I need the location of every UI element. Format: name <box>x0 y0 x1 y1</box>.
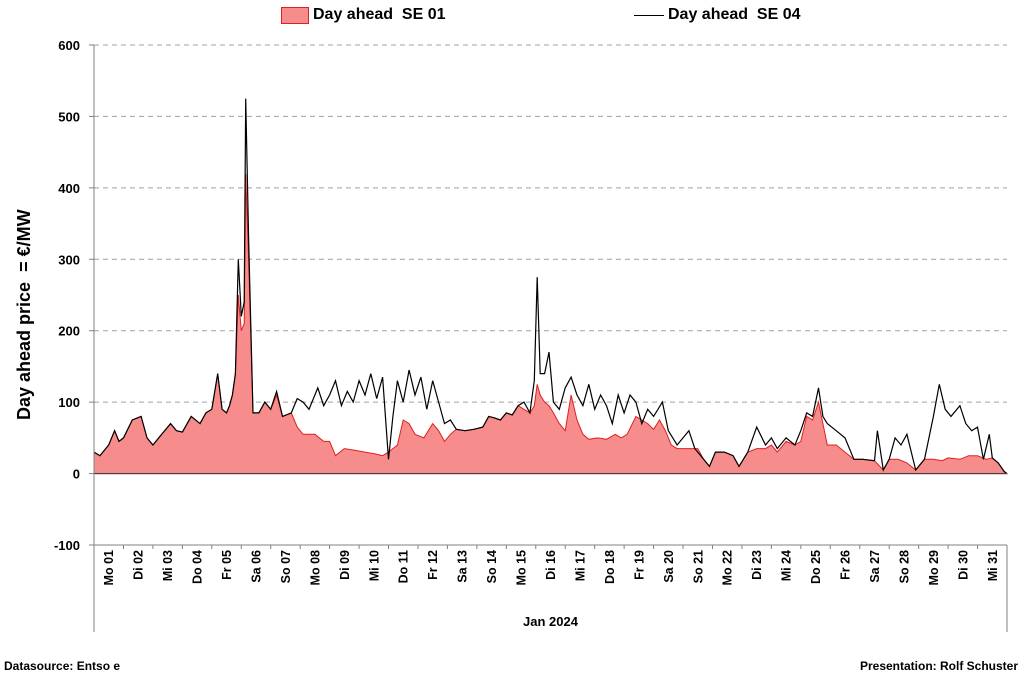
legend: Day ahead SE 01 Day ahead SE 04 <box>0 6 1024 30</box>
x-tick-label: Fr 05 <box>220 550 234 580</box>
x-tick-label: Di 16 <box>544 550 558 580</box>
x-tick-label: So 28 <box>897 550 911 583</box>
x-tick-label: Sa 13 <box>456 550 470 583</box>
x-tick-label: Do 25 <box>809 550 823 584</box>
axes <box>93 45 1008 632</box>
legend-swatch-line <box>634 14 664 16</box>
x-tick-label: Mi 03 <box>161 550 175 581</box>
x-tick-label: Di 30 <box>956 550 970 580</box>
x-tick-label: So 07 <box>279 550 293 583</box>
x-tick-label: Sa 06 <box>249 550 263 583</box>
x-tick-labels: Mo 01 Di 02 Mi 03 Do 04 Fr 05 Sa 06 So 07 Mo 08… <box>93 545 1000 585</box>
legend-label-se04: Day ahead SE 04 <box>668 6 801 23</box>
footer-presentation: Presentation: Rolf Schuster <box>859 659 1018 673</box>
x-tick-label: Mo 08 <box>308 550 322 585</box>
x-tick-label: Do 04 <box>191 550 205 584</box>
x-tick-label: Mi 24 <box>780 550 794 581</box>
legend-swatch-area <box>281 6 309 24</box>
x-tick-label: So 14 <box>485 550 499 583</box>
x-tick-label: Do 18 <box>603 550 617 584</box>
series-se01-area <box>93 173 1008 475</box>
y-tick-label: 200 <box>58 324 80 339</box>
footer-datasource: Datasource: Entso e <box>4 659 121 673</box>
x-tick-label: Sa 20 <box>662 550 676 583</box>
legend-label-se01: Day ahead SE 01 <box>313 6 446 23</box>
x-tick-label: Mi 31 <box>986 550 1000 581</box>
x-tick-label: Di 23 <box>750 550 764 580</box>
x-tick-label: Fr 12 <box>426 550 440 580</box>
legend-item-se04: Day ahead SE 04 <box>634 6 801 24</box>
legend-item-se01: Day ahead SE 01 <box>281 6 446 24</box>
x-tick-label: Mo 15 <box>515 550 529 585</box>
x-tick-label: So 21 <box>691 550 705 583</box>
y-tick-label: -100 <box>54 538 80 553</box>
x-tick-label: Di 02 <box>132 550 146 580</box>
x-tick-label: Mo 29 <box>927 550 941 585</box>
x-tick-label: Do 11 <box>397 550 411 583</box>
y-tick-label: 0 <box>73 467 80 482</box>
y-tick-labels: -100 0 100 200 300 400 500 600 <box>54 38 94 553</box>
x-tick-label: Mo 22 <box>721 550 735 585</box>
x-tick-label: Di 09 <box>338 550 352 580</box>
x-tick-label: Fr 19 <box>632 550 646 580</box>
y-tick-label: 400 <box>58 181 80 196</box>
series-group <box>93 98 1008 475</box>
y-tick-label: 500 <box>58 109 80 124</box>
y-tick-label: 600 <box>58 38 80 53</box>
series-se04-line <box>93 98 1008 475</box>
y-tick-label: 100 <box>58 395 80 410</box>
x-axis-label: Jan 2024 <box>523 614 578 629</box>
x-tick-label: Fr 26 <box>839 550 853 580</box>
x-tick-label: Mi 10 <box>367 550 381 581</box>
x-tick-label: Sa 27 <box>868 550 882 583</box>
x-tick-label: Mo 01 <box>102 550 116 585</box>
y-tick-label: 300 <box>58 252 80 267</box>
y-axis-label: Day ahead price = €/MW <box>14 209 34 420</box>
x-tick-label: Mi 17 <box>573 550 587 581</box>
